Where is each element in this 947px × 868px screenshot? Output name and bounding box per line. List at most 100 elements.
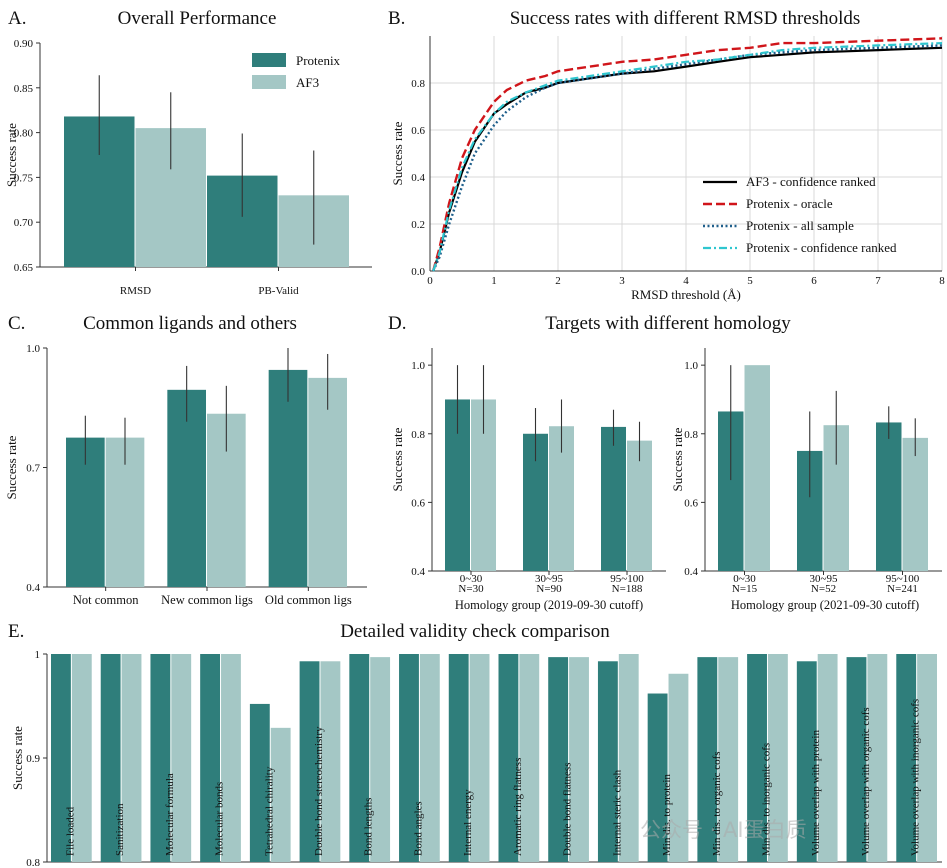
panel-e-category-label: Double bond flatness (562, 763, 574, 856)
panel-e-bar-af3 (519, 654, 540, 862)
panel-b-ytick-label: 0.8 (411, 78, 425, 90)
panel-a-ytick-label: 0.85 (14, 83, 34, 95)
panel-e-ytick-label: 0.8 (26, 857, 40, 868)
panel-b-xtick-label: 5 (747, 275, 753, 287)
panel-e-bar-protenix (747, 654, 767, 862)
panel-e-bar-protenix (249, 703, 270, 862)
panel-b-xlabel: RMSD threshold (Å) (631, 287, 741, 302)
panel-d2-category-label: 95~100 (886, 573, 920, 585)
panel-e-bar-protenix (299, 661, 320, 862)
panel-e-bar-af3 (718, 657, 739, 862)
legend-a-swatch-protenix (252, 53, 286, 67)
watermark: 公众号 · AI蛋白质 (640, 818, 807, 842)
panel-e-bar-af3 (121, 654, 142, 862)
panel-e-letter: E. (8, 621, 24, 642)
panel-e-bar-protenix (796, 661, 817, 862)
panel-d2-ytick-label: 0.8 (684, 429, 698, 441)
panel-d1-bar-protenix (601, 426, 626, 571)
panel-e-bar-protenix (896, 654, 917, 862)
panel-b-xtick-label: 2 (555, 275, 561, 287)
panel-b-xtick-label: 3 (619, 275, 625, 287)
panel-e-bar-protenix (349, 654, 370, 862)
panel-d2-count-label: N=15 (732, 583, 758, 595)
panel-e-category-label: Bond angles (412, 801, 424, 856)
panel-d2-ytick-label: 0.4 (684, 566, 698, 578)
panel-b-xtick-label: 4 (683, 275, 689, 287)
panel-e-bar-af3 (917, 654, 937, 862)
panel-e-category-label: Sanitization (114, 803, 126, 856)
panel-c-letter: C. (8, 313, 25, 334)
panel-c-category-label: Old common ligs (265, 593, 352, 607)
legend-a-swatch-af3 (252, 75, 286, 89)
panel-b-line-protenix-confidence-ranked (432, 42, 943, 272)
panel-e-category-label: File loaded (64, 806, 76, 856)
panel-e-bar-af3 (270, 727, 291, 862)
panel-e-bar-protenix (150, 654, 171, 862)
panel-e-category-label: Molecular bonds (214, 782, 226, 856)
panel-e-ytick-label: 1 (35, 649, 41, 661)
panel-d1-count-label: N=90 (536, 583, 562, 595)
panel-b-title: Success rates with different RMSD thresh… (510, 8, 861, 29)
panel-e-category-label: Internal energy (462, 789, 474, 856)
panel-e-bar-af3 (817, 654, 838, 862)
panel-e-bar-af3 (221, 654, 241, 862)
panel-b-xtick-label: 7 (875, 275, 881, 287)
panel-d1-ytick-label: 1.0 (411, 360, 425, 372)
panel-e-bar-protenix (448, 654, 469, 862)
panel-d2-bar-protenix (876, 422, 902, 571)
panel-b-xtick-label: 0 (427, 275, 433, 287)
panel-e-bar-protenix (548, 657, 569, 862)
panel-e-bar-af3 (767, 654, 788, 862)
panel-b-line-protenix-oracle (432, 37, 943, 272)
panel-e-category-label: Molecular formula (164, 773, 176, 856)
panel-e-bar-af3 (569, 657, 589, 862)
panel-e-bar-protenix (51, 654, 71, 862)
panel-b-xtick-label: 8 (939, 275, 945, 287)
panel-a-ytick-label: 0.75 (14, 172, 34, 184)
panel-d-title: Targets with different homology (545, 313, 791, 334)
legend-b-label-protenix-confidence-ranked: Protenix - confidence ranked (746, 240, 897, 255)
legend-b-label-af3-confidence-ranked: AF3 - confidence ranked (746, 174, 876, 189)
panel-d1-count-label: N=188 (612, 583, 643, 595)
panel-e-category-label: Internal steric clash (611, 769, 623, 856)
panel-e-bar-af3 (668, 673, 689, 862)
panel-a-ytick-label: 0.65 (14, 262, 34, 274)
panel-d2-count-label: N=52 (811, 583, 836, 595)
panel-e-ytick-label: 0.9 (26, 753, 40, 765)
legend-a-label-af3: AF3 (296, 75, 319, 90)
panel-e-bar-af3 (618, 654, 639, 862)
panel-b-ytick-label: 0.4 (411, 172, 425, 184)
panel-e-category-label: Volume overlap with protein (810, 730, 822, 856)
panel-e-bar-protenix (697, 657, 718, 862)
panel-b-ytick-label: 0.0 (411, 266, 425, 278)
panel-d2-bar-af3 (744, 365, 770, 571)
panel-e-category-label: Min dis. to protein (661, 774, 673, 856)
panel-e-ylabel: Success rate (10, 726, 25, 790)
panel-c-ylabel: Success rate (4, 435, 19, 499)
panel-d2-ylabel: Success rate (670, 427, 685, 491)
panel-d2-ytick-label: 0.6 (684, 497, 698, 509)
panel-b-xtick-label: 1 (491, 275, 497, 287)
panel-b-ytick-label: 0.6 (411, 125, 425, 137)
legend-b-label-protenix-all-sample: Protenix - all sample (746, 218, 854, 233)
panel-e-bar-protenix (100, 654, 121, 862)
panel-a-ytick-label: 0.90 (14, 38, 34, 50)
panel-a-ytick-label: 0.70 (14, 217, 34, 229)
panel-b-xtick-label: 6 (811, 275, 817, 287)
panel-e-bar-protenix (200, 654, 221, 862)
panel-e-bar-af3 (171, 654, 192, 862)
panel-c-bar-protenix (268, 369, 308, 587)
panel-c-category-label: New common ligs (161, 593, 253, 607)
panel-a-letter: A. (8, 8, 26, 29)
panel-d1-count-label: N=30 (458, 583, 484, 595)
panel-e-category-label: Volume overlap with inorganic cofs (910, 699, 922, 856)
legend-a-label-protenix: Protenix (296, 53, 341, 68)
panel-c-title: Common ligands and others (83, 313, 297, 334)
panel-d1-category-label: 95~100 (610, 573, 644, 585)
panel-d1-ylabel: Success rate (390, 427, 405, 491)
panel-a-title: Overall Performance (118, 8, 277, 29)
panel-d1-category-label: 30~95 (535, 573, 563, 585)
panel-d2-count-label: N=241 (887, 583, 918, 595)
panel-e-bar-protenix (846, 657, 867, 862)
